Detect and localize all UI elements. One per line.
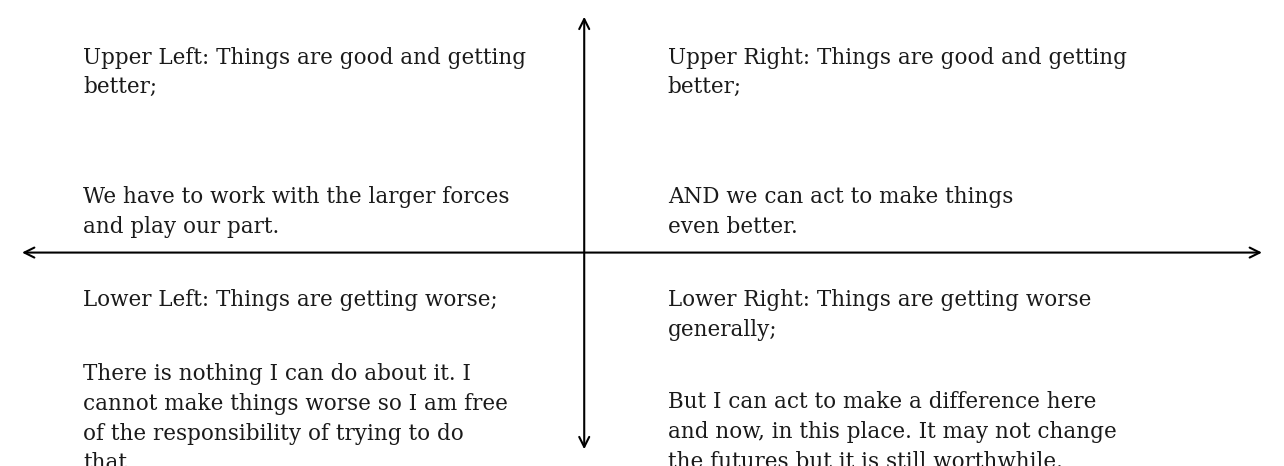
Text: There is nothing I can do about it. I
cannot make things worse so I am free
of t: There is nothing I can do about it. I ca… bbox=[83, 363, 508, 466]
Text: Lower Right: Things are getting worse
generally;: Lower Right: Things are getting worse ge… bbox=[668, 289, 1091, 341]
Text: Lower Left: Things are getting worse;: Lower Left: Things are getting worse; bbox=[83, 289, 498, 311]
Text: AND we can act to make things
even better.: AND we can act to make things even bette… bbox=[668, 186, 1013, 238]
Text: Upper Left: Things are good and getting
better;: Upper Left: Things are good and getting … bbox=[83, 47, 526, 98]
Text: We have to work with the larger forces
and play our part.: We have to work with the larger forces a… bbox=[83, 186, 510, 238]
Text: Upper Right: Things are good and getting
better;: Upper Right: Things are good and getting… bbox=[668, 47, 1126, 98]
Text: But I can act to make a difference here
and now, in this place. It may not chang: But I can act to make a difference here … bbox=[668, 391, 1116, 466]
